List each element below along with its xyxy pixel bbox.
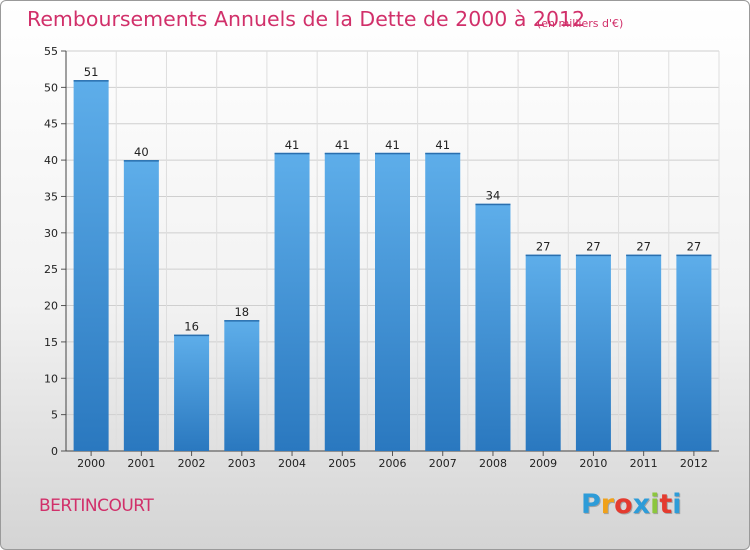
bar bbox=[73, 80, 109, 451]
city-name: BERTINCOURT bbox=[39, 496, 154, 516]
bar-top-edge bbox=[224, 320, 260, 322]
y-tick-label: 15 bbox=[44, 336, 58, 349]
bar bbox=[375, 152, 410, 451]
bar bbox=[174, 334, 210, 451]
chart-title: Remboursements Annuels de la Dette de 20… bbox=[27, 7, 586, 31]
y-tick-label: 55 bbox=[44, 45, 58, 58]
bar-value-label: 27 bbox=[687, 240, 702, 254]
proxiti-logo[interactable]: Proxiti bbox=[581, 489, 682, 520]
y-tick-label: 10 bbox=[44, 372, 58, 385]
x-tick-label: 2011 bbox=[630, 457, 658, 470]
bar-value-label: 41 bbox=[385, 138, 400, 152]
y-tick-label: 50 bbox=[44, 81, 58, 94]
x-tick-label: 2001 bbox=[127, 457, 155, 470]
bar-top-edge bbox=[425, 152, 461, 155]
bar-value-label: 27 bbox=[636, 240, 651, 254]
bar-top-edge bbox=[676, 254, 712, 257]
bar-top-edge bbox=[575, 254, 611, 257]
bar-value-label: 34 bbox=[486, 189, 501, 203]
logo-letter: i bbox=[650, 489, 660, 520]
bar bbox=[123, 160, 159, 451]
bar bbox=[676, 254, 712, 451]
bar-top-edge bbox=[73, 80, 109, 82]
bar-top-edge bbox=[324, 152, 360, 155]
logo-letter: i bbox=[672, 489, 682, 520]
logo-letter: r bbox=[600, 489, 615, 520]
y-tick-label: 40 bbox=[44, 154, 58, 167]
x-tick-label: 2009 bbox=[529, 457, 557, 470]
bar bbox=[575, 254, 611, 451]
x-tick-label: 2006 bbox=[379, 457, 407, 470]
bar bbox=[475, 203, 511, 451]
y-tick-label: 45 bbox=[44, 118, 58, 131]
bar-top-edge bbox=[475, 203, 511, 206]
y-tick-label: 35 bbox=[44, 190, 58, 203]
bar-value-label: 27 bbox=[536, 240, 551, 254]
x-tick-label: 2007 bbox=[429, 457, 457, 470]
x-tick-label: 2002 bbox=[178, 457, 206, 470]
bar-value-label: 40 bbox=[134, 145, 149, 159]
bar-value-label: 18 bbox=[234, 305, 249, 319]
y-tick-label: 0 bbox=[51, 445, 58, 458]
x-tick-label: 2005 bbox=[328, 457, 356, 470]
bar-top-edge bbox=[525, 254, 561, 257]
y-tick-label: 25 bbox=[44, 263, 58, 276]
x-tick-label: 2003 bbox=[228, 457, 256, 470]
bar-top-edge bbox=[274, 152, 310, 155]
logo-letter: x bbox=[632, 489, 651, 520]
x-tick-label: 2012 bbox=[680, 457, 708, 470]
bar bbox=[525, 254, 561, 451]
logo-letter: P bbox=[581, 489, 601, 520]
y-tick-label: 20 bbox=[44, 300, 58, 313]
bar-top-edge bbox=[174, 334, 210, 337]
x-tick-label: 2010 bbox=[579, 457, 607, 470]
bar-value-label: 51 bbox=[84, 65, 99, 79]
bar bbox=[425, 152, 461, 451]
bar-value-label: 16 bbox=[184, 320, 199, 334]
bar-value-label: 27 bbox=[586, 240, 601, 254]
x-tick-label: 2004 bbox=[278, 457, 306, 470]
bar bbox=[626, 254, 662, 451]
bar-top-edge bbox=[375, 152, 410, 155]
bar-value-label: 41 bbox=[335, 138, 350, 152]
x-tick-label: 2008 bbox=[479, 457, 507, 470]
bar-top-edge bbox=[123, 160, 159, 162]
bar bbox=[274, 152, 310, 451]
logo-letter: o bbox=[614, 489, 633, 520]
bar bbox=[324, 152, 360, 451]
bar-value-label: 41 bbox=[285, 138, 300, 152]
bar bbox=[224, 320, 260, 451]
bar-top-edge bbox=[626, 254, 662, 257]
logo-letter: t bbox=[659, 489, 673, 520]
bar-value-label: 41 bbox=[435, 138, 450, 152]
chart-unit-note: (en milliers d'€) bbox=[537, 17, 624, 30]
y-tick-label: 30 bbox=[44, 227, 58, 240]
x-tick-label: 2000 bbox=[77, 457, 105, 470]
y-tick-label: 5 bbox=[51, 409, 58, 422]
